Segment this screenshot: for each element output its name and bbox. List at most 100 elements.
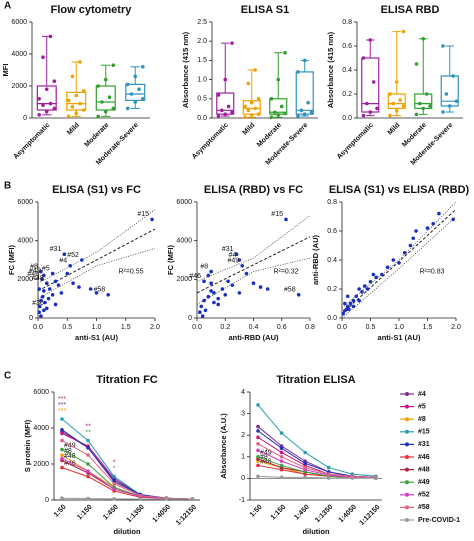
significance: *** <box>58 402 66 409</box>
data-point <box>70 74 75 79</box>
data-point <box>253 68 257 72</box>
point-label: #36 <box>32 300 44 307</box>
x-axis-label: anti-S1 (AU) <box>75 333 118 342</box>
x-tick-label: 0.4 <box>249 324 259 331</box>
series-line <box>61 431 193 500</box>
data-point <box>237 258 242 262</box>
y-axis-label: Absorbance (415 nm) <box>326 31 335 108</box>
point-label: #31 <box>50 246 62 253</box>
legend-marker <box>405 480 409 485</box>
data-point <box>37 97 41 101</box>
fit-line <box>196 236 311 294</box>
data-point <box>52 106 57 111</box>
data-point <box>343 301 347 306</box>
data-point <box>441 44 445 48</box>
data-point <box>341 311 345 316</box>
data-point <box>361 56 366 60</box>
data-point <box>348 301 353 306</box>
data-point <box>223 293 228 297</box>
data-point <box>258 285 263 289</box>
data-point <box>60 438 64 443</box>
point-label: #15 <box>271 211 283 218</box>
data-point <box>200 314 205 318</box>
data-point <box>71 281 75 286</box>
data-point <box>209 281 213 286</box>
point-label: #46 <box>189 273 201 280</box>
data-point <box>46 296 51 301</box>
data-point <box>230 110 234 115</box>
x-tick-label: 1:4050 <box>152 504 172 524</box>
data-point <box>363 284 367 288</box>
data-point <box>302 58 307 63</box>
data-point <box>243 115 247 120</box>
legend-label: Pre-COVID-1 <box>418 517 460 524</box>
y-axis-label: FC (MFI) <box>7 245 16 275</box>
data-point <box>44 109 49 114</box>
data-point <box>374 476 378 480</box>
data-point <box>202 279 206 284</box>
significance: *** <box>58 396 66 403</box>
data-point <box>418 101 422 106</box>
data-point <box>283 50 287 55</box>
ci-line <box>196 215 311 282</box>
data-point <box>303 475 307 480</box>
y-tick-label: 0.5 <box>197 96 207 103</box>
y-tick-label: 4000 <box>17 238 33 245</box>
data-point <box>66 98 71 103</box>
y-tick-label: 4000 <box>11 51 27 58</box>
data-point <box>66 114 71 119</box>
data-point <box>60 431 64 436</box>
chart-title: ELISA (RBD) vs FC <box>204 184 303 196</box>
data-point <box>203 308 208 313</box>
data-point <box>68 264 72 268</box>
x-tick-label: 2.0 <box>150 324 160 331</box>
data-point <box>129 92 134 96</box>
data-point <box>256 442 260 446</box>
point-label: #58 <box>94 287 106 294</box>
data-point <box>216 302 220 307</box>
legend-label: #46 <box>418 454 430 461</box>
x-tick-label: 1:50 <box>53 504 68 519</box>
line-label: #49 <box>64 442 76 449</box>
chart-title: ELISA (S1) vs FC <box>52 184 141 196</box>
x-tick-label: 0.0 <box>33 324 43 331</box>
y-tick-label: 0.6 <box>342 43 352 50</box>
data-point <box>226 279 230 284</box>
data-point <box>86 462 90 466</box>
legend-label: #49 <box>418 479 430 486</box>
data-point <box>86 469 90 474</box>
data-point <box>43 300 47 305</box>
data-point <box>44 281 49 286</box>
point-label: #46 <box>27 271 39 278</box>
data-point <box>47 287 52 291</box>
chart-title: ELISA S1 <box>241 4 290 16</box>
series-line <box>257 404 376 477</box>
x-tick-label: 1:12150 <box>175 504 198 527</box>
x-axis-label: dilution <box>302 527 329 536</box>
legend-marker <box>405 467 409 472</box>
x-tick-label: 1.5 <box>121 324 131 331</box>
point-label: #48 <box>32 275 44 282</box>
box <box>95 85 116 111</box>
data-point <box>50 271 55 276</box>
y-tick-label: 4000 <box>33 425 49 432</box>
data-point <box>447 104 452 108</box>
data-point <box>411 236 416 241</box>
data-point <box>74 93 79 98</box>
x-tick-label: 1:50 <box>249 504 264 519</box>
data-point <box>37 310 41 315</box>
y-tick-label: 0.4 <box>342 67 352 74</box>
data-point <box>244 271 249 276</box>
data-point <box>138 497 143 501</box>
data-point <box>303 461 307 466</box>
y-tick-label: 2000 <box>33 461 49 468</box>
y-axis-label: FC (MFI) <box>166 245 175 275</box>
data-point <box>421 37 426 41</box>
y-tick-label: 0.8 <box>342 19 352 26</box>
panel-label: A <box>4 1 11 12</box>
data-point <box>53 302 58 307</box>
x-tick-label: Mild <box>66 122 81 137</box>
point-label: #49 <box>29 267 41 274</box>
x-tick-label: Moderate <box>256 122 283 149</box>
y-tick-label: 0 <box>45 497 49 504</box>
